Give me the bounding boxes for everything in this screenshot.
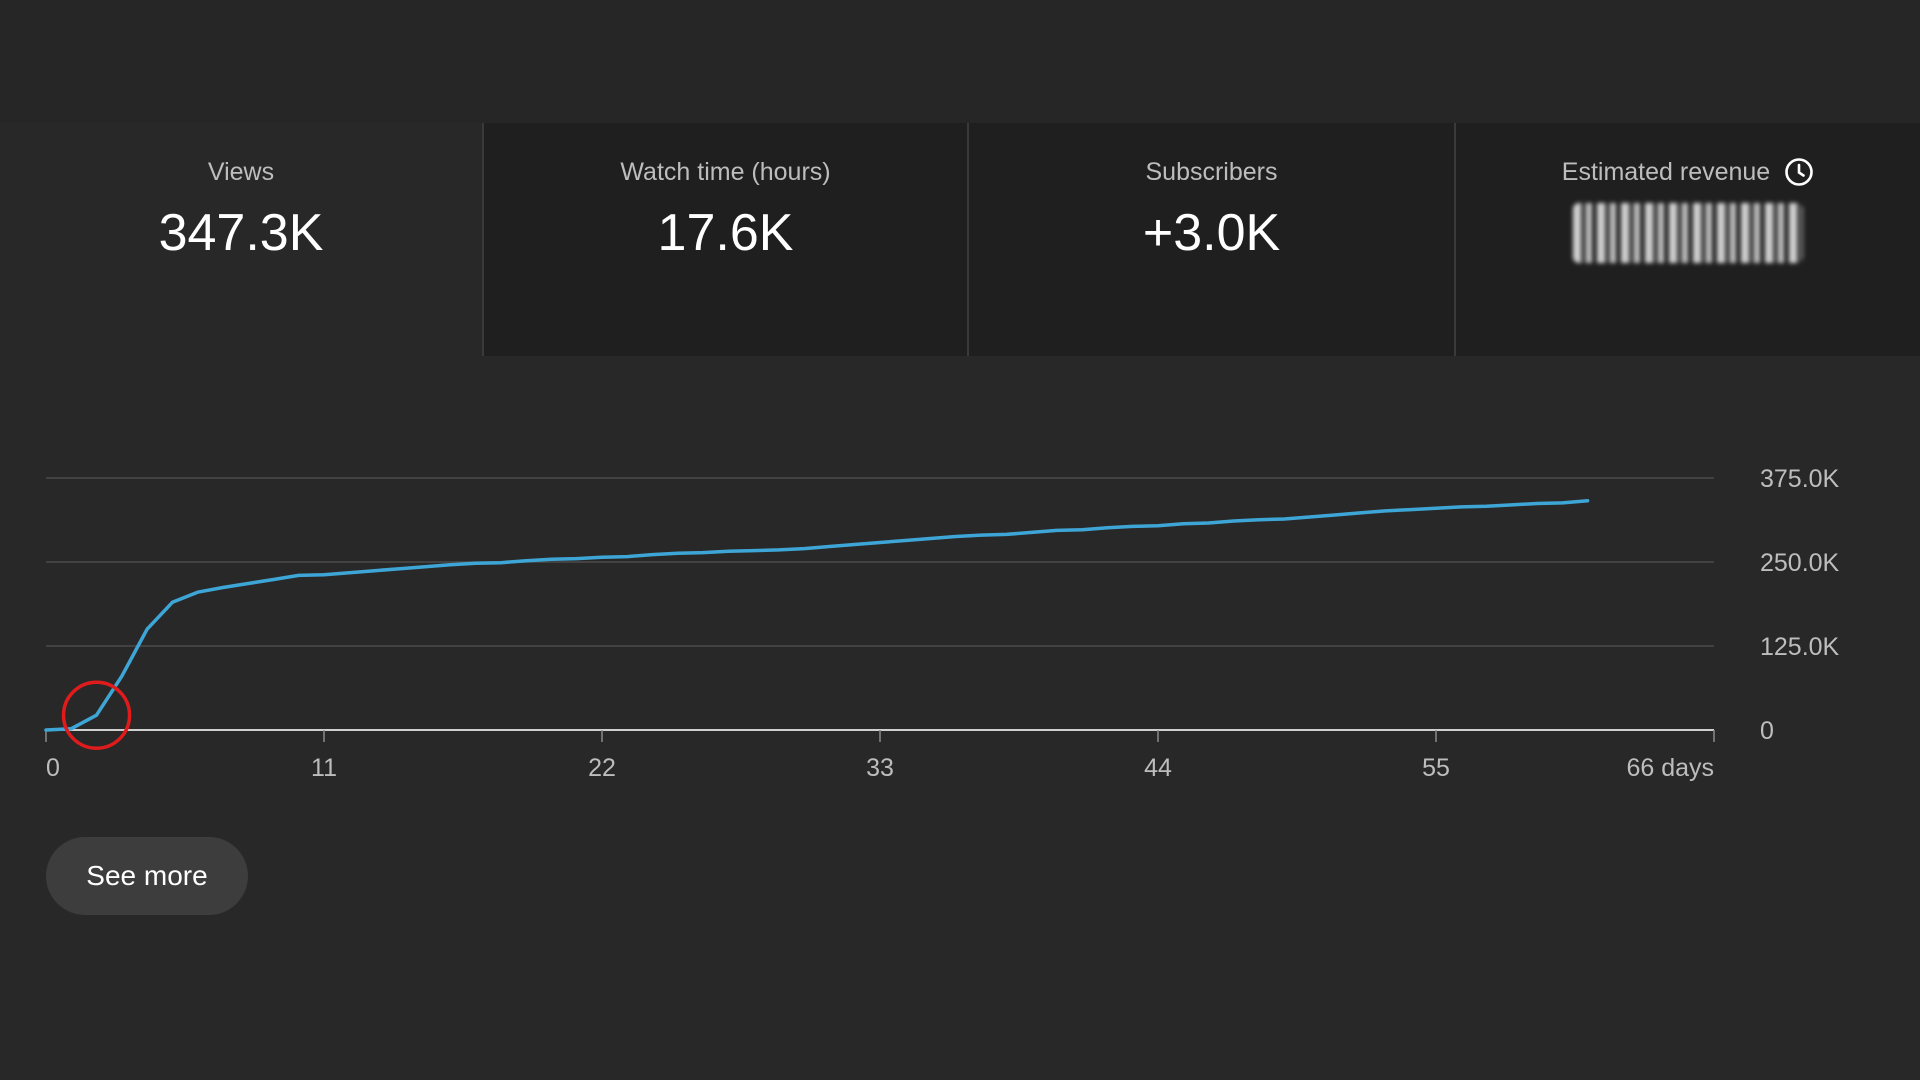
y-tick-label: 125.0K <box>1760 633 1840 661</box>
metric-label: Subscribers <box>1145 158 1278 186</box>
x-axis-ticks: 0 11 22 33 44 55 66 days <box>45 730 1715 782</box>
metric-tab-watch-time[interactable]: Watch time (hours) 17.6K <box>482 123 967 356</box>
clock-icon[interactable] <box>1784 157 1814 187</box>
chart-annotation <box>61 680 132 750</box>
chart-grid <box>46 477 1714 731</box>
y-axis-ticks: 375.0K 250.0K 125.0K 0 <box>1760 465 1840 745</box>
metric-value: 347.3K <box>158 204 324 262</box>
metric-value: 17.6K <box>657 204 794 262</box>
metric-value: +3.0K <box>1142 204 1281 262</box>
y-tick-label: 375.0K <box>1760 465 1840 493</box>
x-tick-label: 44 <box>1144 754 1172 782</box>
x-tick-label: 33 <box>866 754 894 782</box>
x-tick-label: 0 <box>46 754 60 782</box>
x-tick-label: 11 <box>311 754 337 782</box>
x-tick-label: 22 <box>588 754 616 782</box>
top-bar <box>0 0 1920 123</box>
metric-tab-estimated-revenue[interactable]: Estimated revenue <box>1454 123 1920 356</box>
y-tick-label: 250.0K <box>1760 549 1840 577</box>
metric-tab-views[interactable]: Views 347.3K <box>0 123 482 356</box>
redacted-revenue-value <box>1573 203 1803 263</box>
metric-label: Estimated revenue <box>1561 158 1771 186</box>
metric-tabs: Views 347.3K Watch time (hours) 17.6K Su… <box>0 123 1920 356</box>
metric-label-row: Estimated revenue <box>1562 157 1814 187</box>
x-tick-label: 66 days <box>1626 754 1714 782</box>
metric-label: Watch time (hours) <box>620 158 831 186</box>
x-tick-label: 55 <box>1422 754 1450 782</box>
views-line-chart: 375.0K 250.0K 125.0K 0 0 11 22 33 44 55 66 days <box>44 465 1840 782</box>
views-series-line <box>44 499 1590 732</box>
see-more-button[interactable]: See more <box>46 837 248 915</box>
metric-label: Views <box>207 158 275 186</box>
y-tick-label: 0 <box>1760 717 1774 745</box>
red-circle-annotation <box>61 680 132 750</box>
chart-series <box>44 499 1590 732</box>
metric-tab-subscribers[interactable]: Subscribers +3.0K <box>967 123 1454 356</box>
